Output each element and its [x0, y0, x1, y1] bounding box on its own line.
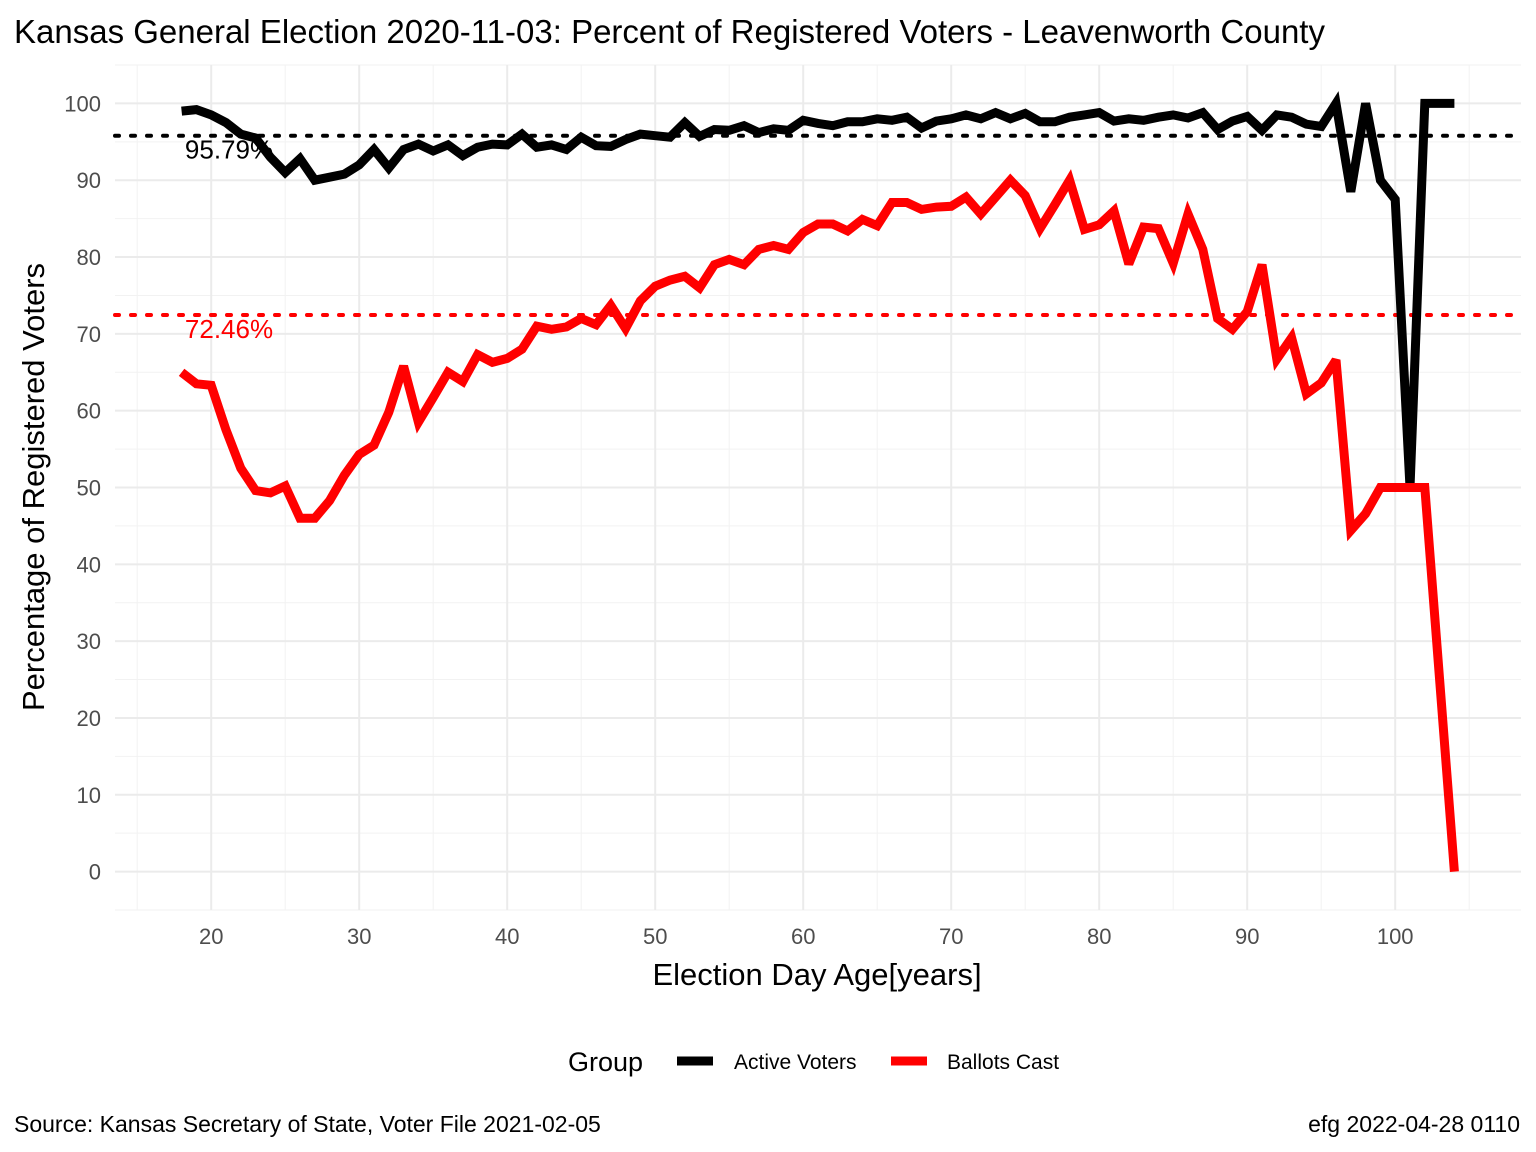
x-tick-label: 70 [939, 924, 963, 949]
x-tick-label: 50 [643, 924, 667, 949]
x-tick-label: 40 [495, 924, 519, 949]
y-tick-label: 80 [77, 245, 101, 270]
y-axis-label: Percentage of Registered Voters [16, 263, 51, 711]
grid [115, 64, 1521, 911]
x-tick-label: 30 [347, 924, 371, 949]
y-tick-label: 90 [77, 168, 101, 193]
series-lines [178, 91, 1459, 872]
x-tick-label: 80 [1087, 924, 1111, 949]
y-tick-label: 100 [64, 91, 101, 116]
y-tick-label: 10 [77, 783, 101, 808]
x-tick-label: 20 [199, 924, 223, 949]
legend-title: Group [568, 1047, 643, 1077]
y-tick-label: 70 [77, 322, 101, 347]
x-axis-label: Election Day Age[years] [652, 957, 981, 992]
x-tick-label: 60 [791, 924, 815, 949]
credit-caption: efg 2022-04-28 0110 [1308, 1111, 1520, 1137]
reference-lines: 95.79%72.46% [113, 133, 1523, 344]
legend: Group Active Voters Ballots Cast [568, 1047, 1059, 1077]
series-line-active-voters [181, 91, 1455, 488]
source-caption: Source: Kansas Secretary of State, Voter… [14, 1111, 601, 1137]
x-axis-ticks: 20 30 40 50 60 70 80 90 100 [199, 924, 1414, 949]
y-axis-ticks: 0 10 20 30 40 50 60 70 80 90 100 [64, 91, 101, 884]
x-tick-label: 100 [1377, 924, 1414, 949]
reference-label: 72.46% [185, 314, 273, 344]
y-tick-label: 50 [77, 476, 101, 501]
y-tick-label: 0 [89, 860, 101, 885]
series-line-ballots-cast [178, 169, 1459, 872]
legend-label-ballots-cast: Ballots Cast [947, 1051, 1059, 1074]
y-tick-label: 40 [77, 552, 101, 577]
y-tick-label: 30 [77, 629, 101, 654]
chart-title: Kansas General Election 2020-11-03: Perc… [14, 13, 1325, 50]
legend-label-active-voters: Active Voters [734, 1051, 857, 1074]
y-tick-label: 20 [77, 706, 101, 731]
y-tick-label: 60 [77, 399, 101, 424]
x-tick-label: 90 [1235, 924, 1259, 949]
